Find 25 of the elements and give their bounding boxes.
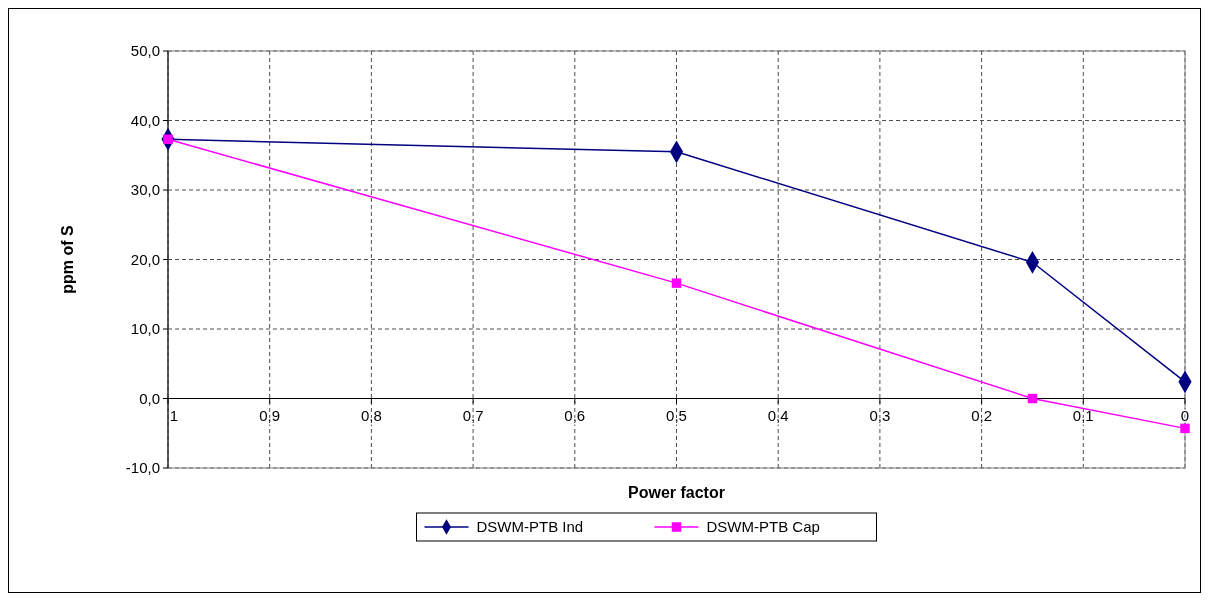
x-tick-label: 0 xyxy=(1180,406,1190,424)
legend-label: DSWM-PTB Ind xyxy=(476,518,584,536)
x-tick-label: 1 xyxy=(169,406,179,424)
x-tick-label: 0,1 xyxy=(1072,406,1094,424)
y-tick-label: 40,0 xyxy=(130,111,160,129)
point xyxy=(671,278,682,288)
y-tick-label: 20,0 xyxy=(130,250,160,268)
point xyxy=(1180,423,1190,434)
y-tick-label: 10,0 xyxy=(130,320,160,338)
x-tick-label: 0,6 xyxy=(564,406,586,424)
x-tick-label: 0,8 xyxy=(360,406,382,424)
x-tick-label: 0,9 xyxy=(259,406,281,424)
y-tick-label: 0,0 xyxy=(139,389,160,407)
x-axis-title: Power factor xyxy=(628,484,725,501)
y-tick-label: 30,0 xyxy=(130,181,160,199)
y-tick-label: -10,0 xyxy=(125,459,160,477)
x-tick-label: 0,5 xyxy=(666,406,687,424)
point xyxy=(1027,393,1038,404)
x-tick-label: 0,3 xyxy=(869,406,891,424)
legend-label: DSWM-PTB Cap xyxy=(706,518,820,536)
x-tick-label: 0,2 xyxy=(971,406,993,424)
y-axis-title: ppm of S xyxy=(59,224,76,294)
y-tick-label: 50,0 xyxy=(130,42,160,60)
x-tick-label: 0,7 xyxy=(462,406,484,424)
x-tick-label: 0,4 xyxy=(767,406,789,424)
